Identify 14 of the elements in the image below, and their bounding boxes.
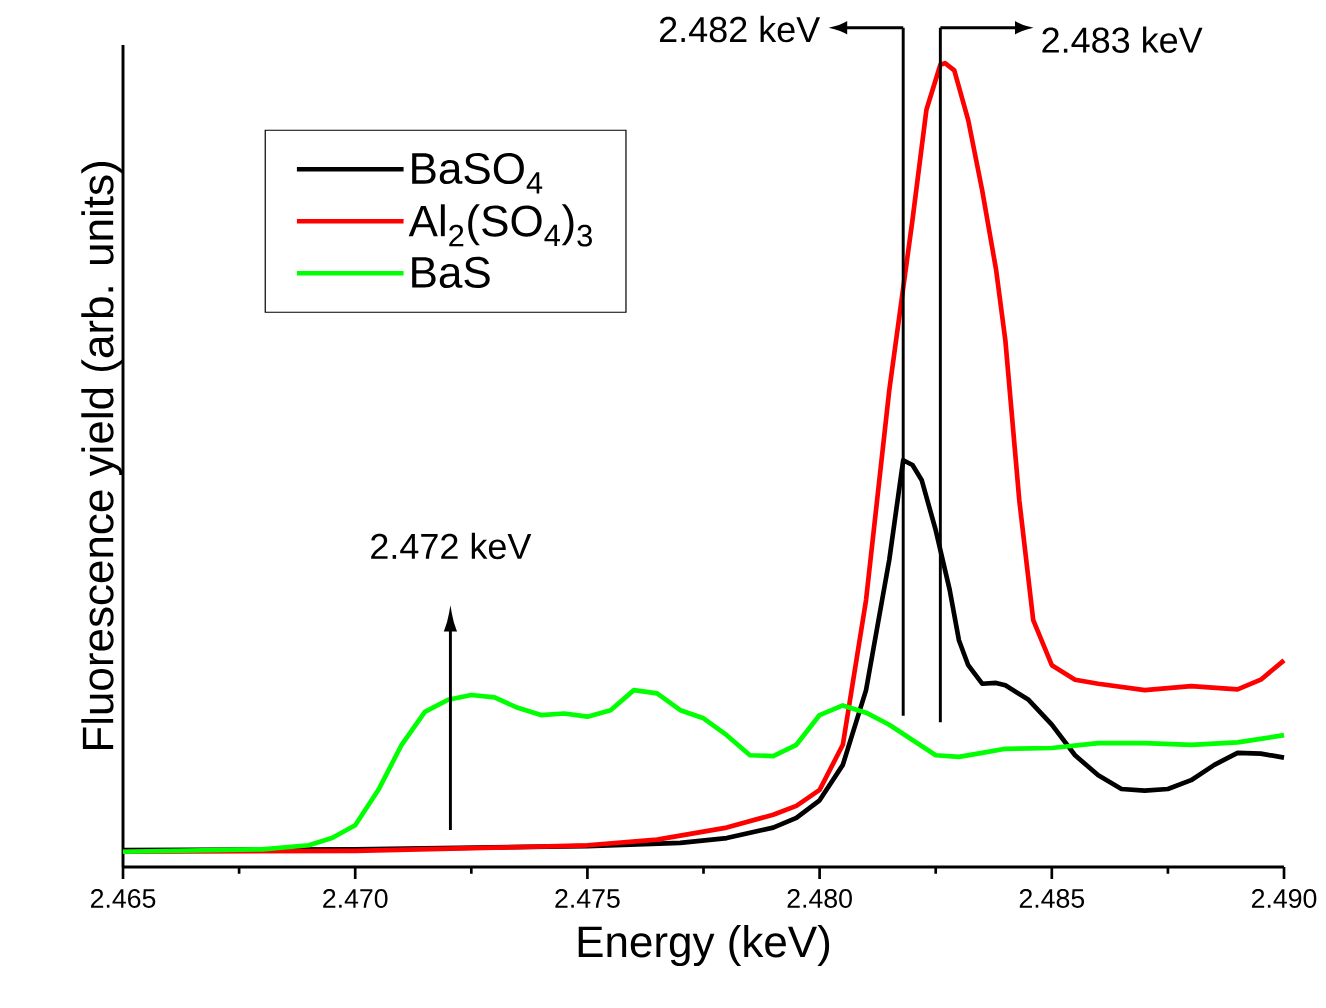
x-tick-label: 2.490	[1251, 889, 1317, 908]
ref-line-label: 2.483 keV	[1042, 26, 1203, 53]
annotation: 2.472 keV	[371, 532, 532, 560]
y-axis-title: Fluorescence yield (arb. units)	[81, 162, 123, 750]
x-tick-label: 2.485	[1019, 889, 1085, 908]
x-tick-label: 2.475	[555, 889, 620, 908]
legend-label: Al$_{2}$(SO$_{4}$)$_{3}$	[408, 204, 592, 247]
legend-label: BaS	[412, 256, 490, 289]
x-axis-title: Energy (keV)	[578, 925, 830, 967]
x-tick-label: 2.480	[787, 889, 852, 908]
x-tick-label: 2.465	[90, 889, 156, 908]
ref-line-label: 2.482 keV	[659, 15, 821, 43]
x-tick-label: 2.470	[323, 889, 388, 908]
legend-label: BaSO$_{4}$	[412, 152, 543, 194]
